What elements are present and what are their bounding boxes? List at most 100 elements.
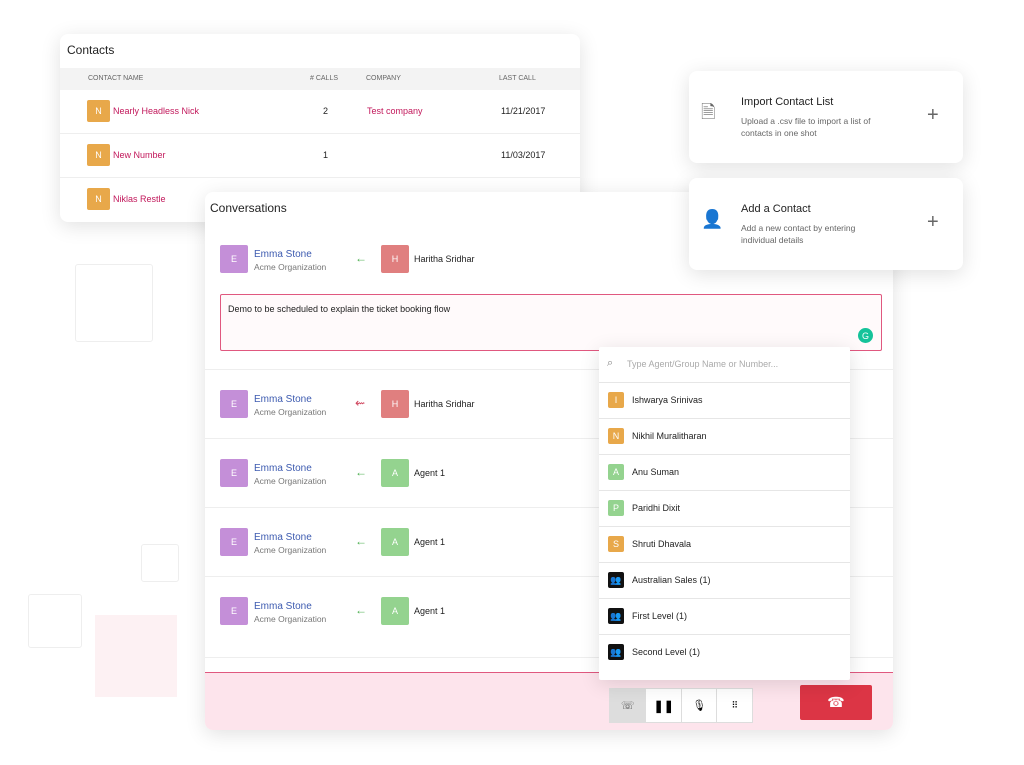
avatar: N [87,188,110,210]
card-description: Upload a .csv file to import a list of c… [741,116,871,138]
transfer-target[interactable]: Nikhil Muralitharan [632,431,707,441]
column-header: CONTACT NAME [88,75,144,82]
from-name[interactable]: Emma Stone [254,532,312,543]
last-call: 11/21/2017 [501,106,546,116]
hangup-button[interactable]: ☎ [800,685,872,720]
transfer-target[interactable]: Ishwarya Srinivas [632,395,703,405]
transfer-target[interactable]: Australian Sales (1) [632,575,711,585]
group-icon: 👥 [608,608,624,624]
avatar: A [381,528,409,556]
note-box: Demo to be scheduled to explain the tick… [220,294,882,351]
avatar: E [220,597,248,625]
avatar: N [87,100,110,122]
hold-button[interactable]: ❚❚ [645,689,681,722]
to-name: Haritha Sridhar [414,399,475,409]
divider [205,576,893,577]
to-name: Haritha Sridhar [414,254,475,264]
add-button[interactable]: + [927,211,939,233]
from-name[interactable]: Emma Stone [254,394,312,405]
avatar: E [220,245,248,273]
table-header [60,68,580,90]
transfer-target[interactable]: Paridhi Dixit [632,503,681,513]
transfer-dropdown: ⌕ Type Agent/Group Name or Number... I Is… [599,347,850,680]
avatar: H [381,245,409,273]
from-org: Acme Organization [254,262,327,272]
direction-icon: ← [355,251,367,265]
search-icon: ⌕ [607,357,614,369]
avatar: I [608,392,624,408]
avatar: P [608,500,624,516]
avatar: H [381,390,409,418]
from-org: Acme Organization [254,476,327,486]
card-icon: 👤 [701,209,724,229]
avatar: E [220,528,248,556]
direction-icon: ← [355,603,367,617]
avatar: N [87,144,110,166]
divider [599,634,850,635]
column-header: COMPANY [366,75,401,82]
divider [60,133,580,134]
group-icon: 👥 [608,572,624,588]
decor [141,544,179,582]
divider [599,598,850,599]
grammar-icon: G [858,328,873,343]
transfer-button[interactable]: ☏ [610,689,646,722]
card-icon: 🗎 [701,102,716,122]
avatar: A [608,464,624,480]
conversations-card: Conversations Demo to be scheduled to ex… [205,192,893,730]
from-name[interactable]: Emma Stone [254,249,312,260]
transfer-target[interactable]: Shruti Dhavala [632,539,692,549]
calls: 2 [323,106,329,116]
divider [60,177,580,178]
card-title: Add a Contact [741,203,811,215]
from-org: Acme Organization [254,614,327,624]
call-controls: ☏ ❚❚ 🎙 ⠿ [609,688,753,723]
divider [599,526,850,527]
call-bar: ☏ ❚❚ 🎙 ⠿ ☎ [205,672,893,730]
avatar: E [220,390,248,418]
direction-icon: ← [355,465,367,479]
transfer-target[interactable]: Anu Suman [632,467,680,477]
contact-name[interactable]: Niklas Restle [113,194,166,204]
contacts-card: Contacts CONTACT NAME # CALLS COMPANY LAST … [60,34,580,222]
company: Test company [367,106,423,116]
decor [75,264,153,342]
note: Demo to be scheduled to explain the tick… [228,304,451,314]
contact-name[interactable]: Nearly Headless Nick [113,106,200,116]
avatar: S [608,536,624,552]
group-icon: 👥 [608,644,624,660]
divider [205,438,893,439]
last-call: 11/03/2017 [501,150,546,160]
avatar: N [608,428,624,444]
search-input[interactable]: Type Agent/Group Name or Number... [627,359,779,369]
from-name[interactable]: Emma Stone [254,463,312,474]
decor [95,615,177,697]
divider [599,382,850,383]
add-button[interactable]: + [927,104,939,126]
divider [599,490,850,491]
mute-button[interactable]: 🎙 [680,689,717,722]
from-org: Acme Organization [254,545,327,555]
from-org: Acme Organization [254,407,327,417]
to-name: Agent 1 [414,537,446,547]
column-header: # CALLS [310,75,339,82]
divider [599,562,850,563]
direction-icon: ⇜ [355,396,366,410]
avatar: A [381,597,409,625]
direction-icon: ← [355,534,367,548]
calls: 1 [323,150,329,160]
contact-name[interactable]: New Number [113,150,166,160]
from-name[interactable]: Emma Stone [254,601,312,612]
column-header: LAST CALL [499,75,536,82]
decor [28,594,82,648]
transfer-target[interactable]: Second Level (1) [632,647,701,657]
action-card: 👤 Add a Contact Add a new contact by enter… [689,178,963,270]
transfer-target[interactable]: First Level (1) [632,611,688,621]
to-name: Agent 1 [414,606,446,616]
to-name: Agent 1 [414,468,446,478]
divider [205,369,893,370]
keypad-button[interactable]: ⠿ [716,689,752,722]
card-description: Add a new contact by entering individual… [741,223,856,245]
card-title: Import Contact List [741,96,834,108]
